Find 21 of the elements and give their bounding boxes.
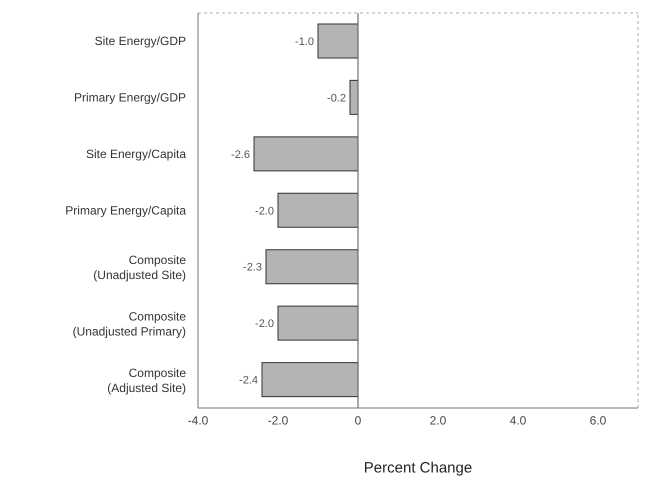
y-tick-label: Site Energy/GDP (94, 34, 186, 48)
y-tick-label: Composite (Unadjusted Primary) (72, 309, 186, 338)
x-tick-label: 4.0 (510, 414, 527, 428)
y-tick-label: Composite (Adjusted Site) (107, 366, 186, 395)
y-tick-label: Site Energy/Capita (86, 147, 186, 162)
x-tick-label: 2.0 (430, 414, 447, 428)
data-label: -2.4 (239, 374, 258, 387)
data-label: -0.2 (327, 92, 346, 104)
y-tick-label: Primary Energy/Capita (65, 204, 186, 218)
data-label: -2.0 (255, 205, 274, 218)
x-tick-label: 0 (354, 414, 362, 428)
x-tick-label: -2.0 (268, 414, 289, 428)
data-label: -2.0 (255, 318, 274, 330)
y-tick-label: Composite (Unadjusted Site) (93, 252, 186, 282)
x-axis-title: Percent Change (364, 460, 472, 477)
data-label: -1.0 (295, 36, 314, 48)
x-tick-label: 6.0 (590, 414, 607, 428)
x-tick-label: -4.0 (188, 414, 209, 428)
y-tick-label: Primary Energy/GDP (74, 90, 186, 105)
data-label: -2.6 (231, 148, 250, 161)
data-label: -2.3 (243, 262, 262, 274)
